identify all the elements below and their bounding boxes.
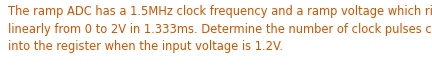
- Text: The ramp ADC has a 1.5MHz clock frequency and a ramp voltage which rises
linearl: The ramp ADC has a 1.5MHz clock frequenc…: [8, 5, 432, 53]
